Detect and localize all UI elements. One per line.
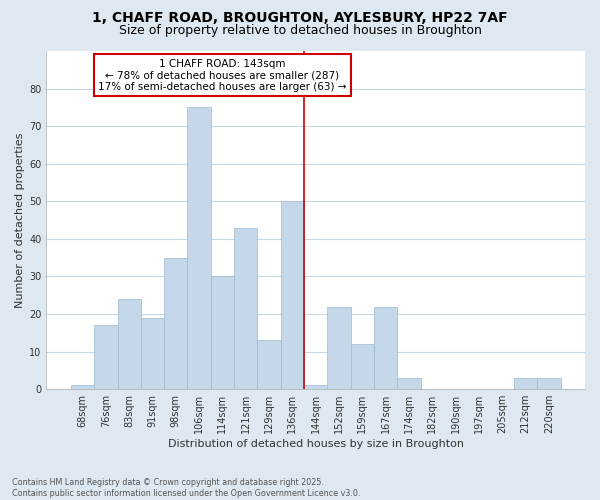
Text: Contains HM Land Registry data © Crown copyright and database right 2025.
Contai: Contains HM Land Registry data © Crown c… xyxy=(12,478,361,498)
Bar xyxy=(257,340,281,389)
Y-axis label: Number of detached properties: Number of detached properties xyxy=(15,132,25,308)
Bar xyxy=(211,276,234,389)
Bar xyxy=(281,202,304,389)
Bar xyxy=(350,344,374,389)
Bar xyxy=(94,326,118,389)
Text: 1 CHAFF ROAD: 143sqm
← 78% of detached houses are smaller (287)
17% of semi-deta: 1 CHAFF ROAD: 143sqm ← 78% of detached h… xyxy=(98,58,347,92)
Bar xyxy=(514,378,537,389)
Bar xyxy=(164,258,187,389)
Bar xyxy=(328,306,350,389)
Bar xyxy=(187,108,211,389)
Bar xyxy=(71,386,94,389)
Bar xyxy=(234,228,257,389)
Bar xyxy=(118,299,141,389)
Text: 1, CHAFF ROAD, BROUGHTON, AYLESBURY, HP22 7AF: 1, CHAFF ROAD, BROUGHTON, AYLESBURY, HP2… xyxy=(92,11,508,25)
Bar xyxy=(537,378,560,389)
X-axis label: Distribution of detached houses by size in Broughton: Distribution of detached houses by size … xyxy=(168,439,464,449)
Bar xyxy=(141,318,164,389)
Bar xyxy=(304,386,328,389)
Text: Size of property relative to detached houses in Broughton: Size of property relative to detached ho… xyxy=(119,24,481,37)
Bar xyxy=(374,306,397,389)
Bar xyxy=(397,378,421,389)
